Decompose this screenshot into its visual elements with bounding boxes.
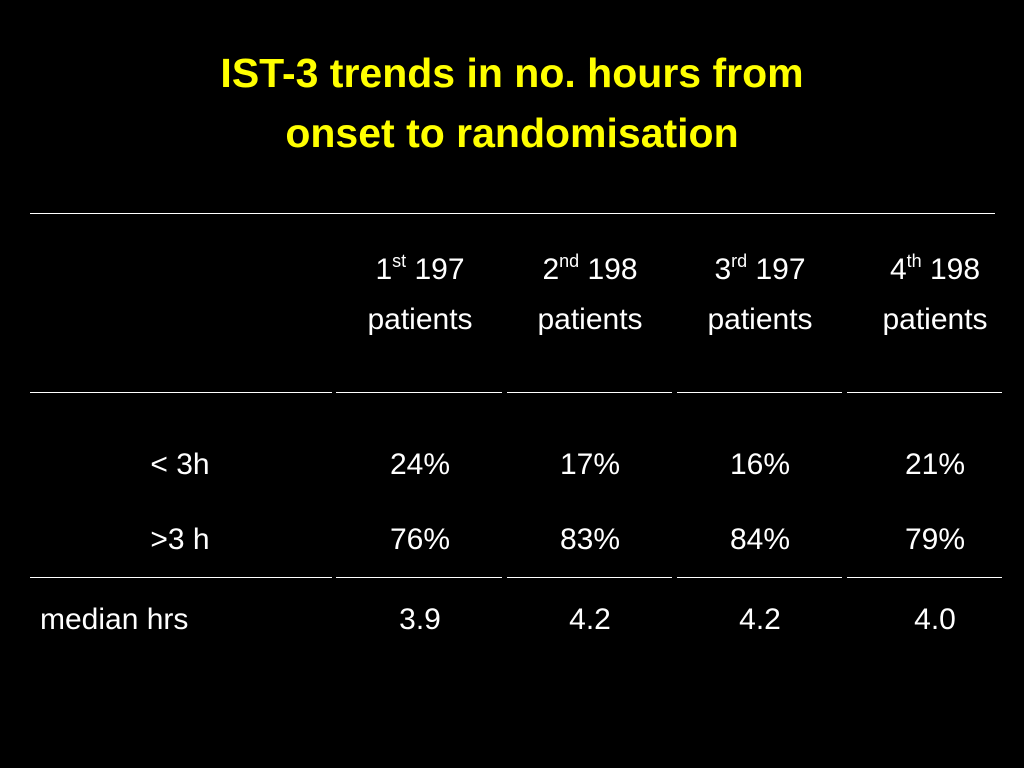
ordinal: 4	[889, 253, 907, 286]
title: IST-3 trends in no. hours from	[220, 50, 804, 96]
rule	[336, 392, 502, 393]
cell-value: 16%	[729, 448, 791, 481]
rule	[507, 392, 672, 393]
rule	[336, 577, 502, 578]
header-label: patients	[537, 303, 643, 336]
cell-value: 79%	[904, 523, 966, 556]
patient-count: 198	[929, 253, 981, 286]
patient-count: 197	[414, 253, 465, 286]
cell-value: 24%	[389, 448, 451, 481]
ordinal-suffix: st	[392, 251, 407, 271]
header-cell: 3rd 197	[714, 251, 806, 287]
row-label: median hrs	[40, 603, 189, 636]
rule	[30, 213, 995, 214]
cell-value: 21%	[904, 448, 966, 481]
patient-count: 198	[587, 253, 638, 286]
header-label: patients	[707, 303, 813, 336]
cell-value: 83%	[559, 523, 621, 556]
header-label: patients	[882, 303, 988, 336]
ordinal-suffix: rd	[731, 251, 748, 271]
rule	[30, 577, 332, 578]
header-cell: 1st 197	[375, 251, 465, 287]
rule	[507, 577, 672, 578]
ordinal: 1	[375, 253, 393, 286]
cell-value: 3.9	[399, 603, 441, 636]
row-label: >3 h	[150, 523, 210, 556]
header-cell: 2nd 198	[542, 251, 638, 287]
ordinal: 3	[714, 253, 732, 286]
rule	[677, 392, 842, 393]
rule	[847, 392, 1002, 393]
cell-value: 4.0	[914, 603, 956, 636]
patient-count: 197	[755, 253, 806, 286]
rule	[30, 392, 332, 393]
cell-value: 4.2	[569, 603, 611, 636]
cell-value: 17%	[559, 448, 621, 481]
cell-value: 4.2	[739, 603, 781, 636]
header-label: patients	[367, 303, 473, 336]
ordinal-suffix: th	[906, 251, 922, 271]
rule	[677, 577, 842, 578]
rule	[847, 577, 1002, 578]
cell-value: 76%	[389, 523, 451, 556]
header-cell: 4th 198	[889, 251, 981, 287]
title: onset to randomisation	[285, 110, 739, 156]
ordinal: 2	[542, 253, 560, 286]
cell-value: 84%	[729, 523, 791, 556]
ordinal-suffix: nd	[559, 251, 580, 271]
row-label: < 3h	[150, 448, 210, 481]
